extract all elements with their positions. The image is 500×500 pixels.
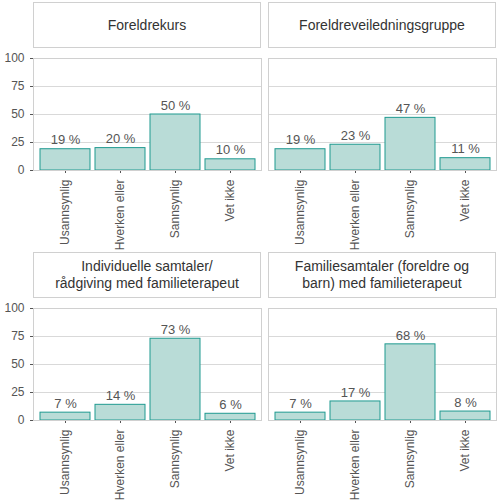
svg-text:10 %: 10 % — [216, 142, 246, 157]
svg-text:Vet ikke: Vet ikke — [458, 179, 472, 221]
html-text:Foreldrekurs: Foreldrekurs — [107, 16, 187, 33]
svg-text:50 %: 50 % — [161, 98, 191, 113]
svg-text:Hverken eller: Hverken eller — [113, 180, 127, 251]
svg-text:23 %: 23 % — [341, 128, 371, 143]
svg-text:Hverken eller: Hverken eller — [348, 180, 362, 251]
svg-text:6 %: 6 % — [219, 397, 242, 412]
svg-text:0: 0 — [18, 163, 25, 177]
svg-text:7 %: 7 % — [54, 396, 77, 411]
svg-text:Sannsynlig: Sannsynlig — [403, 180, 417, 239]
svg-text:25: 25 — [11, 385, 25, 399]
svg-text:7 %: 7 % — [289, 396, 312, 411]
svg-text:25: 25 — [11, 135, 25, 149]
svg-text:Usannsynlig: Usannsynlig — [293, 430, 307, 495]
svg-text:0: 0 — [18, 413, 25, 427]
svg-text:Usannsynlig: Usannsynlig — [58, 430, 72, 495]
svg-text:Usannsynlig: Usannsynlig — [58, 180, 72, 245]
svg-text:17 %: 17 % — [341, 385, 371, 400]
svg-text:50: 50 — [11, 357, 25, 371]
svg-text:Usannsynlig: Usannsynlig — [293, 180, 307, 245]
svg-text:14 %: 14 % — [106, 388, 136, 403]
svg-text:75: 75 — [11, 329, 25, 343]
svg-text:20 %: 20 % — [106, 131, 136, 146]
svg-text:Hverken eller: Hverken eller — [348, 430, 362, 500]
svg-text:Hverken eller: Hverken eller — [113, 430, 127, 500]
svg-text:19 %: 19 % — [286, 132, 316, 147]
svg-text:75: 75 — [11, 79, 25, 93]
svg-text:50: 50 — [11, 107, 25, 121]
svg-text:Sannsynlig: Sannsynlig — [168, 430, 182, 489]
svg-text:Vet ikke: Vet ikke — [458, 429, 472, 471]
svg-text:Sannsynlig: Sannsynlig — [168, 180, 182, 239]
html-text:Foreldreveiledningsgruppe: Foreldreveiledningsgruppe — [299, 16, 465, 33]
svg-text:Vet ikke: Vet ikke — [223, 179, 237, 221]
svg-text:100: 100 — [4, 51, 24, 65]
svg-text:Sannsynlig: Sannsynlig — [403, 430, 417, 489]
svg-text:19 %: 19 % — [51, 132, 81, 147]
svg-text:Vet ikke: Vet ikke — [223, 429, 237, 471]
svg-text:68 %: 68 % — [396, 328, 426, 343]
svg-text:100: 100 — [4, 301, 24, 315]
html-text:Familiesamtaler (foreldre og b: Familiesamtaler (foreldre og barn) med f… — [294, 258, 470, 291]
svg-text:11 %: 11 % — [451, 141, 480, 156]
svg-text:73 %: 73 % — [161, 322, 191, 337]
svg-text:8 %: 8 % — [454, 395, 477, 410]
svg-text:47 %: 47 % — [396, 101, 426, 116]
html-text:Individuelle samtaler/ rådgivi: Individuelle samtaler/ rådgiving med fam… — [55, 258, 239, 291]
